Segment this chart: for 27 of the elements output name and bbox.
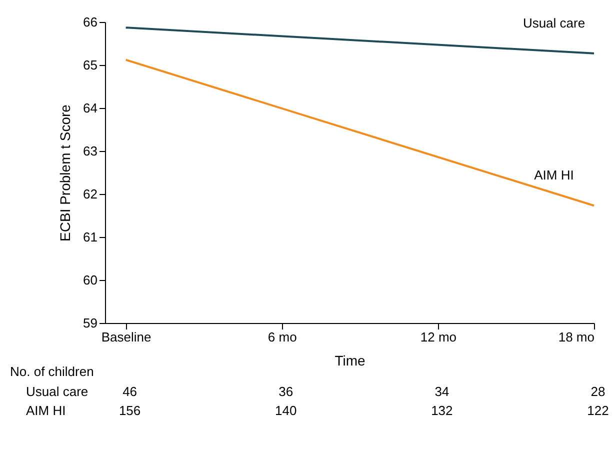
text: 36	[278, 384, 294, 399]
text: AIM HI	[26, 403, 66, 418]
text: 34	[434, 384, 450, 399]
text: Usual care	[26, 384, 88, 399]
x-tick-label: 6 mo	[268, 330, 297, 344]
y-tick-label: 62	[83, 186, 98, 202]
y-tick-label: 61	[83, 230, 98, 244]
text: 46	[122, 384, 138, 399]
text: No. of children	[10, 364, 94, 379]
text: 132	[431, 403, 453, 418]
text: 140	[275, 403, 297, 418]
series-label: AIM HI	[534, 168, 574, 183]
x-axis-title: Time	[334, 352, 366, 368]
y-tick-label: 64	[83, 100, 98, 116]
y-tick-label: 66	[83, 14, 98, 30]
text: 28	[590, 384, 606, 399]
y-tick-label: 65	[83, 58, 98, 72]
x-tick-label: 12 mo	[420, 330, 457, 344]
series-label: Usual care	[522, 15, 586, 30]
y-axis-title: ECBI Problem t Score	[57, 104, 74, 242]
y-tick-label: 59	[83, 316, 98, 330]
text: 156	[118, 403, 141, 418]
y-tick-label: 63	[83, 144, 98, 158]
y-tick-label: 60	[83, 272, 98, 288]
x-tick-label: Baseline	[101, 330, 152, 344]
x-tick-label: 18 mo	[558, 330, 594, 344]
text: 122	[587, 403, 609, 418]
